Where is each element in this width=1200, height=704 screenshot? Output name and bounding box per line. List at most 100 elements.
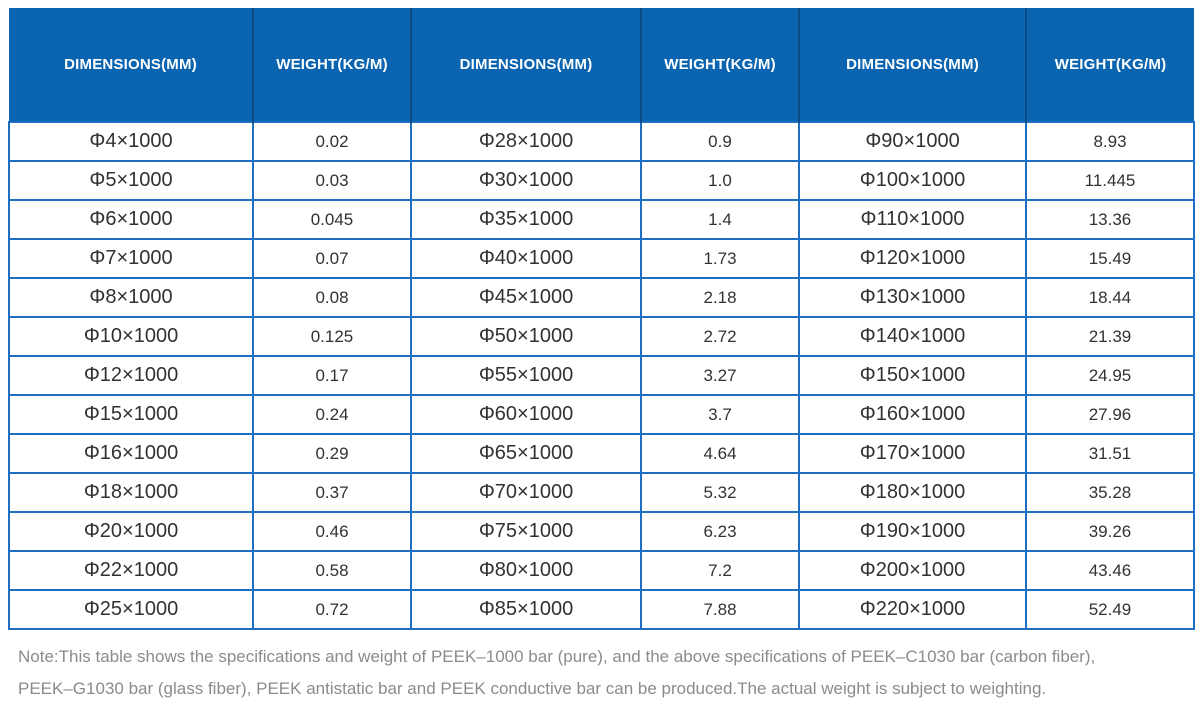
weight-cell: 2.72 [640, 316, 800, 357]
dimension-cell: Φ8×1000 [8, 277, 254, 318]
weight-cell: 0.02 [252, 121, 412, 162]
table-row: Φ6×1000 0.045 Φ35×1000 1.4 Φ110×1000 13.… [8, 199, 1195, 240]
table-row: Φ20×1000 0.46 Φ75×1000 6.23 Φ190×1000 39… [8, 511, 1195, 552]
weight-cell: 0.72 [252, 589, 412, 630]
dimension-cell: Φ60×1000 [410, 394, 642, 435]
column-header-dimensions-3: DIMENSIONS(MM) [798, 8, 1026, 122]
weight-cell: 35.28 [1025, 472, 1195, 513]
table-row: Φ4×1000 0.02 Φ28×1000 0.9 Φ90×1000 8.93 [8, 121, 1195, 162]
weight-cell: 0.08 [252, 277, 412, 318]
weight-cell: 0.29 [252, 433, 412, 474]
weight-cell: 0.125 [252, 316, 412, 357]
table-row: Φ22×1000 0.58 Φ80×1000 7.2 Φ200×1000 43.… [8, 550, 1195, 591]
dimension-cell: Φ80×1000 [410, 550, 642, 591]
weight-cell: 2.18 [640, 277, 800, 318]
dimension-cell: Φ70×1000 [410, 472, 642, 513]
weight-cell: 27.96 [1025, 394, 1195, 435]
dimension-cell: Φ45×1000 [410, 277, 642, 318]
table-row: Φ5×1000 0.03 Φ30×1000 1.0 Φ100×1000 11.4… [8, 160, 1195, 201]
column-header-weight-3: WEIGHT(KG/M) [1025, 8, 1194, 122]
dimension-cell: Φ90×1000 [798, 121, 1027, 162]
weight-cell: 7.88 [640, 589, 800, 630]
dimension-cell: Φ18×1000 [8, 472, 254, 513]
weight-cell: 0.045 [252, 199, 412, 240]
dimension-cell: Φ110×1000 [798, 199, 1027, 240]
dimension-cell: Φ130×1000 [798, 277, 1027, 318]
footnote-line-1: Note:This table shows the specifications… [18, 647, 1096, 666]
weight-cell: 6.23 [640, 511, 800, 552]
weight-cell: 0.58 [252, 550, 412, 591]
weight-cell: 0.07 [252, 238, 412, 279]
table-row: Φ18×1000 0.37 Φ70×1000 5.32 Φ180×1000 35… [8, 472, 1195, 513]
dimension-cell: Φ200×1000 [798, 550, 1027, 591]
dimension-cell: Φ7×1000 [8, 238, 254, 279]
header-row: DIMENSIONS(MM) WEIGHT(KG/M) DIMENSIONS(M… [9, 8, 1194, 122]
dimension-cell: Φ15×1000 [8, 394, 254, 435]
footnote-line-2: PEEK–G1030 bar (glass fiber), PEEK antis… [18, 679, 1047, 698]
dimension-cell: Φ190×1000 [798, 511, 1027, 552]
weight-cell: 1.4 [640, 199, 800, 240]
weight-cell: 4.64 [640, 433, 800, 474]
dimension-cell: Φ100×1000 [798, 160, 1027, 201]
dimension-cell: Φ40×1000 [410, 238, 642, 279]
dimension-cell: Φ180×1000 [798, 472, 1027, 513]
dimension-cell: Φ12×1000 [8, 355, 254, 396]
dimension-cell: Φ55×1000 [410, 355, 642, 396]
dimension-cell: Φ140×1000 [798, 316, 1027, 357]
dimension-cell: Φ28×1000 [410, 121, 642, 162]
spec-table: DIMENSIONS(MM) WEIGHT(KG/M) DIMENSIONS(M… [8, 8, 1195, 630]
dimension-cell: Φ65×1000 [410, 433, 642, 474]
table-row: Φ8×1000 0.08 Φ45×1000 2.18 Φ130×1000 18.… [8, 277, 1195, 318]
weight-cell: 8.93 [1025, 121, 1195, 162]
weight-cell: 1.0 [640, 160, 800, 201]
weight-cell: 0.46 [252, 511, 412, 552]
column-header-dimensions-1: DIMENSIONS(MM) [9, 8, 253, 122]
weight-cell: 0.9 [640, 121, 800, 162]
dimension-cell: Φ6×1000 [8, 199, 254, 240]
table-row: Φ12×1000 0.17 Φ55×1000 3.27 Φ150×1000 24… [8, 355, 1195, 396]
weight-cell: 0.03 [252, 160, 412, 201]
dimension-cell: Φ30×1000 [410, 160, 642, 201]
dimension-cell: Φ50×1000 [410, 316, 642, 357]
table-row: Φ15×1000 0.24 Φ60×1000 3.7 Φ160×1000 27.… [8, 394, 1195, 435]
dimension-cell: Φ85×1000 [410, 589, 642, 630]
column-header-dimensions-2: DIMENSIONS(MM) [410, 8, 641, 122]
table-footnote: Note:This table shows the specifications… [18, 641, 1185, 704]
table-row: Φ10×1000 0.125 Φ50×1000 2.72 Φ140×1000 2… [8, 316, 1195, 357]
dimension-cell: Φ170×1000 [798, 433, 1027, 474]
weight-cell: 1.73 [640, 238, 800, 279]
weight-cell: 7.2 [640, 550, 800, 591]
dimension-cell: Φ4×1000 [8, 121, 254, 162]
dimension-cell: Φ20×1000 [8, 511, 254, 552]
weight-cell: 21.39 [1025, 316, 1195, 357]
weight-cell: 3.7 [640, 394, 800, 435]
weight-cell: 11.445 [1025, 160, 1195, 201]
weight-cell: 0.24 [252, 394, 412, 435]
dimension-cell: Φ120×1000 [798, 238, 1027, 279]
weight-cell: 13.36 [1025, 199, 1195, 240]
weight-cell: 24.95 [1025, 355, 1195, 396]
table-row: Φ25×1000 0.72 Φ85×1000 7.88 Φ220×1000 52… [8, 589, 1195, 630]
dimension-cell: Φ22×1000 [8, 550, 254, 591]
dimension-cell: Φ10×1000 [8, 316, 254, 357]
weight-cell: 52.49 [1025, 589, 1195, 630]
weight-cell: 0.17 [252, 355, 412, 396]
dimension-cell: Φ150×1000 [798, 355, 1027, 396]
weight-cell: 15.49 [1025, 238, 1195, 279]
dimension-cell: Φ5×1000 [8, 160, 254, 201]
dimension-cell: Φ35×1000 [410, 199, 642, 240]
dimension-cell: Φ220×1000 [798, 589, 1027, 630]
column-header-weight-1: WEIGHT(KG/M) [252, 8, 411, 122]
table-row: Φ16×1000 0.29 Φ65×1000 4.64 Φ170×1000 31… [8, 433, 1195, 474]
column-header-weight-2: WEIGHT(KG/M) [640, 8, 799, 122]
dimension-cell: Φ25×1000 [8, 589, 254, 630]
dimension-cell: Φ75×1000 [410, 511, 642, 552]
dimension-cell: Φ160×1000 [798, 394, 1027, 435]
dimension-cell: Φ16×1000 [8, 433, 254, 474]
weight-cell: 0.37 [252, 472, 412, 513]
weight-cell: 39.26 [1025, 511, 1195, 552]
weight-cell: 5.32 [640, 472, 800, 513]
table-row: Φ7×1000 0.07 Φ40×1000 1.73 Φ120×1000 15.… [8, 238, 1195, 279]
weight-cell: 31.51 [1025, 433, 1195, 474]
